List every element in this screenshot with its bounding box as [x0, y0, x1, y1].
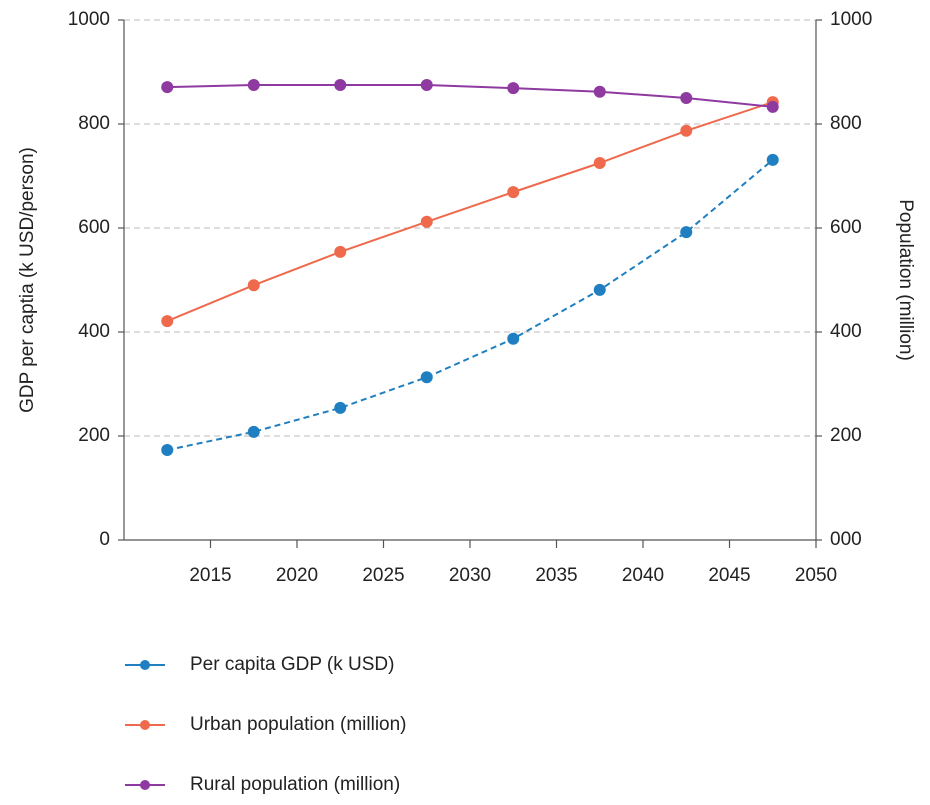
- point: [593, 85, 606, 98]
- legend-label: Per capita GDP (k USD): [190, 654, 394, 675]
- point: [161, 444, 174, 457]
- y-tick-label: 1000: [68, 9, 110, 30]
- x-tick-label: 2040: [622, 565, 664, 586]
- point: [507, 82, 520, 95]
- point: [247, 279, 260, 292]
- point: [680, 92, 693, 104]
- point: [420, 215, 433, 228]
- x-tick-label: 2030: [449, 565, 491, 586]
- legend-marker: [140, 720, 150, 730]
- y-tick-label: 0: [99, 529, 110, 550]
- x-tick-label: 2045: [708, 565, 750, 586]
- point: [334, 79, 347, 91]
- y-tick-label: 400: [78, 321, 110, 342]
- y2-tick-label: 600: [830, 217, 862, 238]
- point: [507, 186, 520, 199]
- point: [334, 401, 347, 414]
- legend-label: Urban population (million): [190, 714, 407, 735]
- x-tick-label: 2035: [535, 565, 577, 586]
- point: [593, 283, 606, 296]
- x-tick-label: 2025: [362, 565, 404, 586]
- y2-tick-label: 400: [830, 321, 862, 342]
- x-tick-label: 2020: [276, 565, 318, 586]
- point: [161, 81, 174, 94]
- point: [766, 153, 779, 166]
- point: [334, 245, 347, 258]
- point: [766, 100, 779, 113]
- y-tick-label: 600: [78, 217, 110, 238]
- legend-marker: [140, 780, 150, 790]
- point: [247, 425, 260, 438]
- point: [247, 79, 260, 91]
- point: [507, 332, 520, 345]
- point: [420, 371, 433, 384]
- y-tick-label: 200: [78, 425, 110, 446]
- series-line: [167, 159, 774, 452]
- y2-tick-label: 200: [830, 425, 862, 446]
- legend-marker: [140, 660, 150, 670]
- y-axis-label: GDP per captia (k USD/person): [17, 147, 38, 413]
- y2-tick-label: 1000: [830, 9, 872, 30]
- point: [680, 124, 693, 137]
- x-tick-label: 2015: [189, 565, 231, 586]
- series-line: [167, 84, 773, 108]
- y-tick-label: 800: [78, 113, 110, 134]
- point: [161, 315, 174, 328]
- y2-axis-label: Population (million): [895, 199, 916, 361]
- series-line: [166, 101, 774, 323]
- y2-tick-label: 000: [830, 529, 862, 550]
- legend-label: Rural population (million): [190, 774, 400, 795]
- point: [593, 157, 606, 169]
- point: [680, 226, 693, 239]
- x-tick-label: 2050: [795, 565, 837, 586]
- point: [420, 79, 433, 91]
- y2-tick-label: 800: [830, 113, 862, 134]
